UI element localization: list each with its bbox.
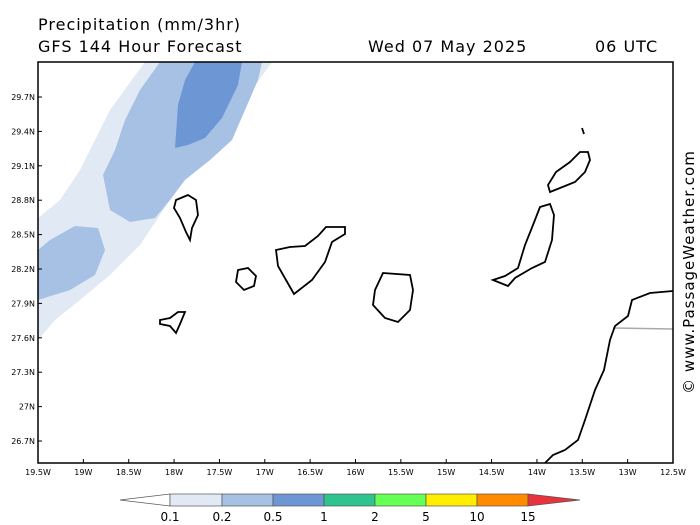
lat-label: 29.7N: [11, 93, 35, 102]
lat-label: 29.4N: [11, 127, 35, 136]
lon-label: 19.5W: [25, 468, 51, 477]
lon-label: 13W: [619, 468, 637, 477]
map-title: Precipitation (mm/3hr): [38, 15, 241, 34]
legend-label: 10: [469, 510, 484, 524]
lon-label: 16.5W: [297, 468, 323, 477]
lat-label: 29.1N: [11, 162, 35, 171]
lon-label: 19W: [74, 468, 92, 477]
lat-label: 27.9N: [11, 299, 35, 308]
time-label: 06 UTC: [595, 37, 658, 56]
lat-label: 27.6N: [11, 334, 35, 343]
lon-label: 13.5W: [569, 468, 595, 477]
legend-label: 5: [422, 510, 430, 524]
date-label: Wed 07 May 2025: [368, 37, 527, 56]
lat-label: 28.5N: [11, 231, 35, 240]
legend-label: 0.1: [160, 510, 179, 524]
lon-label: 17.5W: [207, 468, 233, 477]
lon-label: 12.5W: [660, 468, 686, 477]
lat-label: 28.8N: [11, 196, 35, 205]
legend-label: 15: [520, 510, 535, 524]
legend-label: 1: [320, 510, 328, 524]
colorbar: [119, 493, 581, 507]
lat-label: 27.3N: [11, 368, 35, 377]
watermark: © www.PassageWeather.com: [680, 150, 698, 394]
lon-label: 17W: [256, 468, 274, 477]
legend-label: 2: [371, 510, 379, 524]
precipitation: [38, 62, 272, 340]
legend-label: 0.5: [263, 510, 282, 524]
lat-label: 28.2N: [11, 265, 35, 274]
coastlines: [159, 127, 673, 463]
lon-label: 15.5W: [388, 468, 414, 477]
model-label: GFS 144 Hour Forecast: [38, 37, 243, 56]
lon-label: 14.5W: [479, 468, 505, 477]
lon-label: 14W: [528, 468, 546, 477]
lon-label: 15W: [437, 468, 455, 477]
lat-label: 26.7N: [11, 437, 35, 446]
lon-label: 18.5W: [116, 468, 142, 477]
lon-label: 16W: [346, 468, 364, 477]
lon-label: 18W: [165, 468, 183, 477]
lat-label: 27N: [19, 403, 35, 412]
legend-label: 0.2: [212, 510, 231, 524]
